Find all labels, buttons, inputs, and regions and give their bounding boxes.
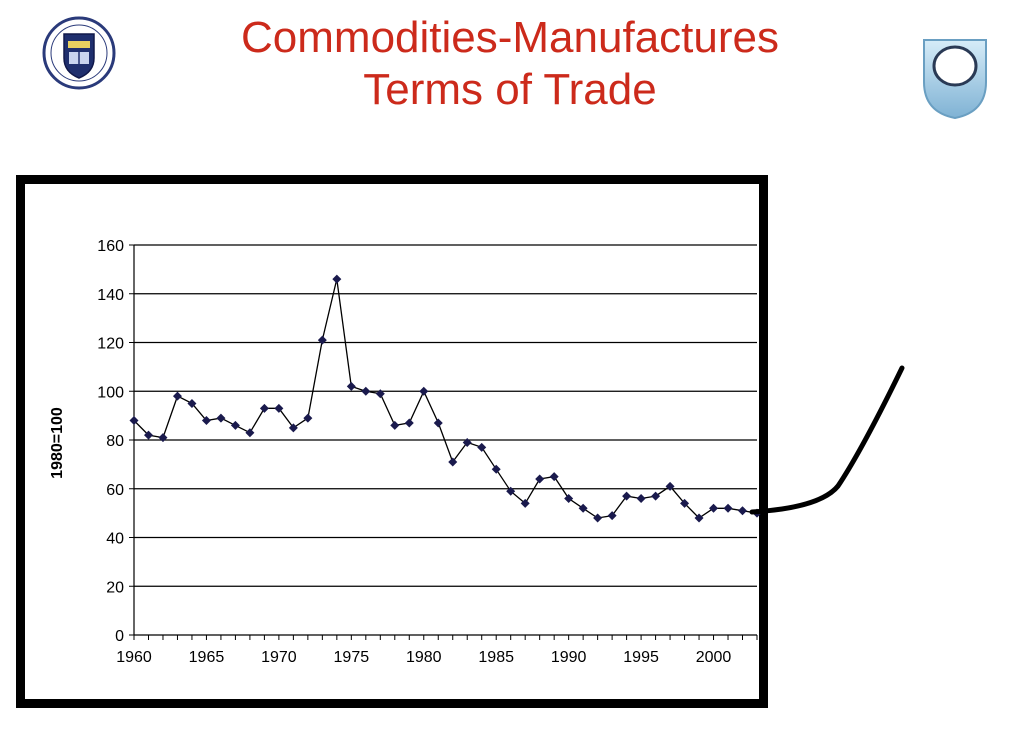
data-point <box>723 503 733 513</box>
data-point <box>738 506 748 516</box>
x-tick-label: 1970 <box>261 649 297 666</box>
data-point <box>245 428 255 438</box>
x-tick-label: 1975 <box>334 649 370 666</box>
data-point <box>375 389 385 399</box>
title-line-2: Terms of Trade <box>363 65 657 114</box>
data-point <box>607 511 617 521</box>
y-tick-label: 100 <box>97 384 124 401</box>
data-point <box>448 457 458 467</box>
data-point <box>636 494 646 503</box>
data-point <box>694 513 704 523</box>
data-point <box>361 386 371 396</box>
x-tick-label: 2000 <box>696 649 732 666</box>
data-point <box>564 494 574 503</box>
title-line-1: Commodities-Manufactures <box>241 13 779 62</box>
y-tick-label: 0 <box>115 628 124 645</box>
data-point <box>158 433 168 443</box>
data-point <box>332 274 342 284</box>
shield-logo-icon <box>923 39 987 120</box>
slide-title: Commodities-Manufactures Terms of Trade <box>130 12 890 116</box>
data-point <box>462 437 472 447</box>
data-point <box>491 464 501 474</box>
data-point <box>535 474 545 484</box>
data-point <box>578 503 588 513</box>
y-tick-label: 160 <box>97 238 124 255</box>
data-point <box>651 491 661 501</box>
data-point <box>143 430 153 440</box>
y-axis-label: 1980=100 <box>49 407 66 479</box>
plot-background <box>25 184 759 699</box>
data-point <box>433 418 443 428</box>
data-point <box>680 498 690 508</box>
data-point <box>709 503 719 513</box>
x-tick-label: 1965 <box>189 649 225 666</box>
data-point <box>520 498 530 508</box>
x-tick-label: 1960 <box>116 649 152 666</box>
data-point <box>129 416 139 425</box>
line-chart: 0 20 40 60 80 100 120 140 160 1960 1965 1970 1975 198… <box>25 184 762 699</box>
data-point <box>549 472 559 482</box>
data-point <box>259 403 269 413</box>
data-point <box>404 418 414 428</box>
y-tick-label: 40 <box>106 531 124 548</box>
data-point <box>303 413 313 423</box>
y-tick-label: 20 <box>106 579 124 596</box>
y-tick-label: 120 <box>97 336 124 353</box>
y-tick-label: 60 <box>106 482 124 499</box>
data-point <box>477 442 487 452</box>
data-point <box>622 491 632 501</box>
data-point <box>288 423 298 433</box>
data-point <box>172 391 182 401</box>
data-point <box>317 335 327 345</box>
data-point <box>216 413 226 423</box>
data-point <box>201 416 211 425</box>
x-tick-label: 1995 <box>623 649 659 666</box>
university-crest-icon <box>42 16 116 90</box>
y-tick-label: 140 <box>97 287 124 304</box>
data-point <box>187 398 197 408</box>
data-point <box>274 403 284 413</box>
y-tick-label: 80 <box>106 433 124 450</box>
data-point <box>390 420 400 430</box>
data-point <box>230 420 240 430</box>
x-tick-label: 1980 <box>406 649 442 666</box>
data-point <box>506 486 516 496</box>
x-tick-label: 1990 <box>551 649 587 666</box>
data-point <box>419 386 429 396</box>
data-point <box>665 481 675 491</box>
data-point <box>593 513 603 523</box>
x-tick-label: 1985 <box>478 649 514 666</box>
data-point <box>346 381 356 391</box>
